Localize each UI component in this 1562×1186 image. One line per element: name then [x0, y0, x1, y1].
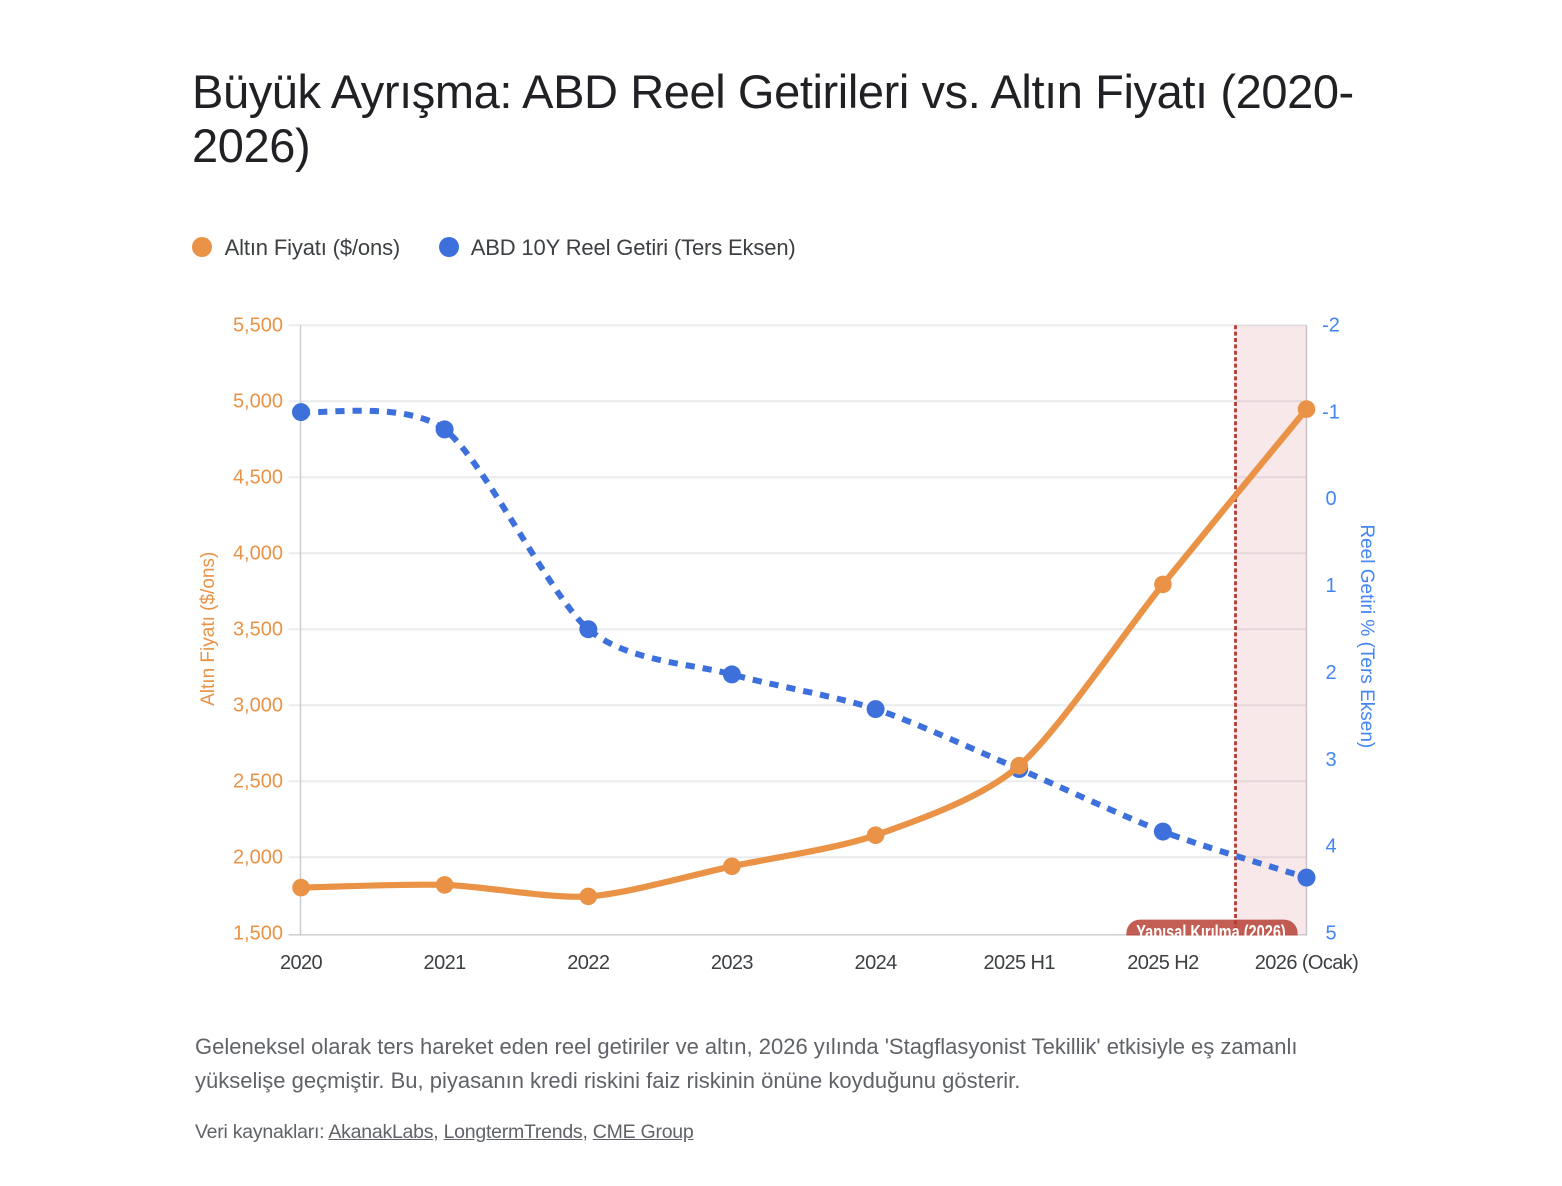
svg-text:2022: 2022	[567, 952, 610, 974]
svg-text:5,000: 5,000	[233, 391, 283, 413]
svg-text:-2: -2	[1322, 315, 1340, 337]
svg-text:4,000: 4,000	[233, 543, 283, 565]
svg-text:Yapısal Kırılma (2026): Yapısal Kırılma (2026)	[1136, 922, 1286, 944]
svg-text:Reel Getiri % (Ters Eksen): Reel Getiri % (Ters Eksen)	[1356, 524, 1377, 748]
svg-text:1,500: 1,500	[233, 923, 283, 945]
svg-text:5,500: 5,500	[233, 315, 283, 337]
svg-text:0: 0	[1325, 488, 1336, 510]
svg-text:2021: 2021	[424, 952, 467, 974]
svg-text:2,000: 2,000	[233, 847, 283, 869]
svg-text:3,500: 3,500	[233, 619, 283, 641]
svg-text:2023: 2023	[711, 952, 754, 974]
svg-text:3,000: 3,000	[233, 695, 283, 717]
svg-text:3: 3	[1325, 749, 1336, 771]
svg-text:5: 5	[1325, 923, 1336, 945]
svg-text:4,500: 4,500	[233, 467, 283, 489]
svg-text:1: 1	[1325, 575, 1336, 597]
svg-text:2024: 2024	[855, 952, 898, 974]
svg-text:2020: 2020	[280, 952, 323, 974]
svg-text:4: 4	[1325, 836, 1336, 858]
svg-text:2,500: 2,500	[233, 771, 283, 793]
svg-text:2026 (Ocak): 2026 (Ocak)	[1255, 952, 1358, 974]
svg-text:Altın Fiyatı ($/ons): Altın Fiyatı ($/ons)	[198, 552, 219, 706]
svg-text:2025 H1: 2025 H1	[983, 952, 1055, 974]
svg-text:2025 H2: 2025 H2	[1127, 952, 1199, 974]
svg-text:-1: -1	[1322, 401, 1340, 423]
svg-text:2: 2	[1325, 662, 1336, 684]
